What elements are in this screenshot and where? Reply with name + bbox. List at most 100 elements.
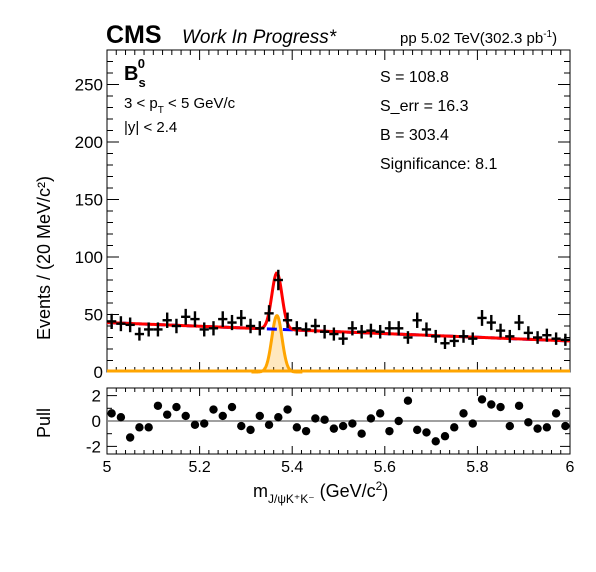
fit-curves: [106, 271, 571, 374]
pull-y-tick-label: 2: [92, 387, 101, 406]
pt-cut-label: 3 < pT < 5 GeV/c: [124, 95, 236, 116]
x-tick-label: 5: [103, 459, 112, 476]
data-point: [218, 311, 228, 327]
data-point: [394, 321, 404, 336]
pull-point: [181, 411, 190, 421]
data-point: [292, 321, 302, 336]
data-point: [523, 326, 533, 340]
data-point: [412, 312, 422, 328]
lumi-sup: -1: [543, 29, 552, 40]
lumi-suffix: ): [552, 30, 557, 47]
stat-background: B = 303.4: [380, 127, 449, 144]
pull-point: [153, 401, 163, 410]
data-point: [403, 331, 413, 344]
lumi-label: pp 5.02 TeV(302.3 pb-1): [400, 29, 557, 47]
pull-point: [218, 411, 227, 421]
stat-signal-error: S_err = 16.3: [380, 98, 469, 115]
particle-main: B: [124, 63, 138, 85]
main-y-tick-label: 100: [75, 248, 103, 267]
pull-point: [477, 395, 487, 404]
pull-point: [135, 423, 144, 432]
main-y-tick-label: 250: [75, 76, 103, 95]
pull-point: [487, 400, 496, 409]
x-tick-label: 5.6: [374, 459, 396, 476]
data-point: [162, 312, 172, 328]
y-cut-label: |y| < 2.4: [124, 119, 177, 136]
data-point: [236, 310, 246, 326]
pull-point: [264, 420, 274, 430]
pull-y-axis-label: Pull: [34, 408, 54, 438]
main-y-tick-label: 150: [75, 191, 103, 210]
data-point: [375, 324, 385, 339]
x-axis-label: mJ/ψK⁺K⁻ (GeV/c2): [253, 479, 388, 506]
data-point: [440, 337, 450, 349]
pull-point: [227, 402, 237, 412]
pull-point: [301, 426, 311, 436]
main-y-tick-label: 50: [84, 306, 103, 325]
pull-point: [274, 412, 283, 422]
signal-fill: [251, 315, 303, 372]
data-point: [171, 318, 182, 334]
x-tick-label: 5.8: [466, 459, 488, 476]
pull-point: [116, 412, 126, 422]
pull-point: [255, 411, 264, 421]
pull-point: [357, 429, 366, 438]
x-tick-label: 5.4: [281, 459, 303, 476]
data-point: [190, 311, 200, 327]
pull-point: [459, 409, 468, 418]
data-point: [107, 313, 117, 329]
pull-point: [422, 428, 431, 437]
pull-point: [283, 405, 292, 414]
pull-point: [329, 424, 339, 433]
data-point: [264, 305, 274, 322]
data-point: [449, 334, 459, 347]
pull-point: [496, 402, 505, 412]
stat-signal: S = 108.8: [380, 69, 449, 86]
data-point: [514, 314, 524, 331]
pull-point: [413, 425, 422, 435]
data-point: [319, 324, 330, 339]
data-point: [245, 318, 256, 334]
data-point: [116, 316, 126, 332]
data-point: [282, 312, 293, 328]
pull-point: [237, 421, 246, 431]
pull-point: [366, 414, 376, 423]
pull-point: [514, 401, 524, 410]
pull-point: [162, 410, 172, 419]
data-point: [125, 317, 135, 333]
pull-point: [431, 437, 440, 446]
stat-significance: Significance: 8.1: [380, 156, 498, 173]
particle-label: Bs 0: [124, 56, 146, 90]
data-point: [347, 321, 358, 336]
pull-point: [348, 419, 357, 428]
pull-point: [450, 423, 459, 432]
main-y-axis: 0 50 100 150 200 250: [75, 49, 570, 382]
pull-point: [505, 421, 515, 431]
data-point: [495, 323, 506, 338]
data-point: [301, 322, 311, 337]
x-axis-label-sup: 2: [376, 479, 383, 493]
data-point: [431, 329, 441, 343]
data-point: [310, 318, 320, 334]
pt-cut-prefix: 3 < p: [124, 95, 158, 112]
data-point: [208, 321, 219, 336]
pull-point: [375, 409, 385, 418]
pt-cut-suffix: < 5 GeV/c: [164, 95, 236, 112]
pull-y-tick-label: 0: [92, 412, 101, 431]
pull-y-tick-label: -2: [86, 437, 101, 456]
pull-point: [403, 396, 413, 405]
pull-point: [311, 414, 320, 423]
pull-point: [551, 409, 561, 418]
main-y-tick-label: 200: [75, 133, 103, 152]
pull-points: [107, 395, 570, 446]
data-point: [144, 322, 154, 337]
x-axis-label-close: ): [382, 481, 388, 501]
data-point: [560, 333, 570, 346]
data-point: [199, 322, 209, 337]
data-point: [505, 329, 515, 343]
pull-x-axis: 5 5.2 5.4 5.6 5.8 6: [103, 388, 575, 476]
signal-curve: [251, 314, 303, 374]
data-point: [255, 321, 265, 336]
pull-point: [107, 409, 116, 418]
data-point: [134, 327, 145, 341]
